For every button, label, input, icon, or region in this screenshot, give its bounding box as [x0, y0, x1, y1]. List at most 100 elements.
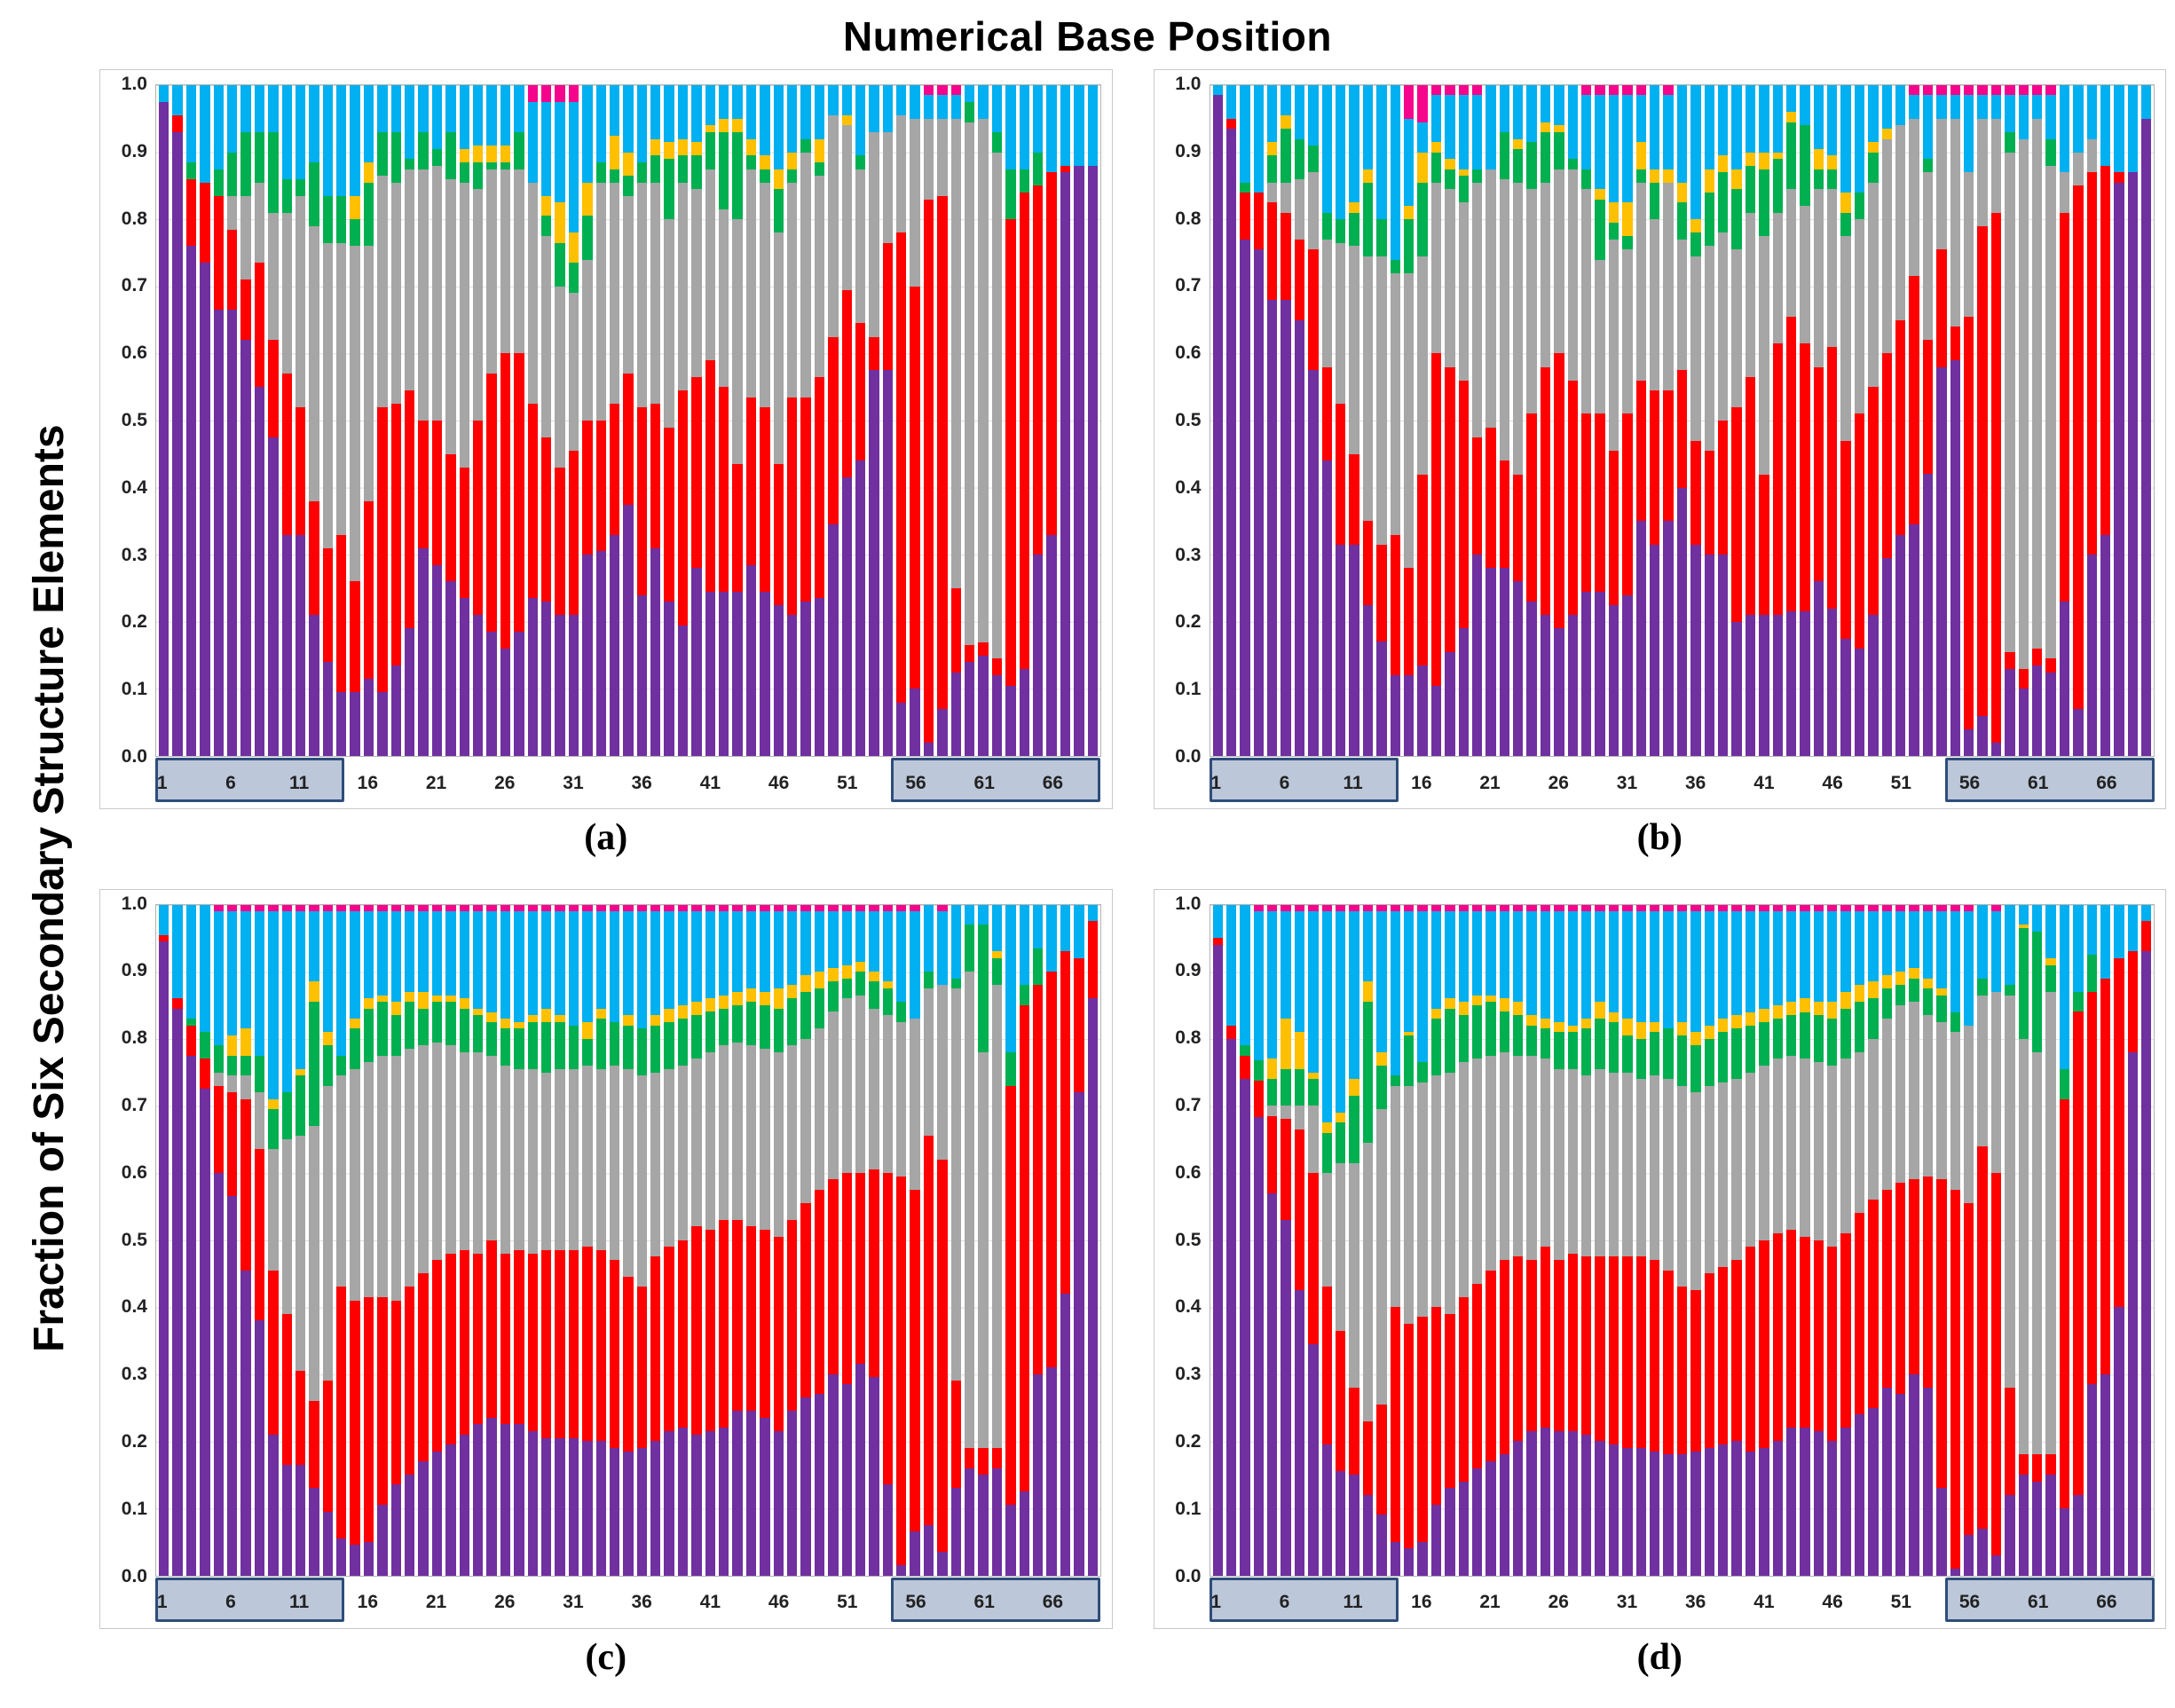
green-element-segment — [1635, 1038, 1646, 1080]
stacked-bar — [609, 85, 620, 756]
gray-element-segment — [568, 293, 579, 452]
stacked-bar — [1881, 904, 1893, 1576]
green-element-segment — [1827, 169, 1838, 190]
cyan-element-segment — [1868, 911, 1879, 982]
gray-element-segment — [1840, 236, 1851, 441]
green-element-segment — [745, 1002, 757, 1046]
yellow-element-segment — [350, 1019, 360, 1029]
stacked-bar — [2045, 85, 2056, 756]
x-tick-label: 61 — [973, 772, 995, 793]
magenta-element-segment — [1445, 904, 1455, 912]
y-tick-label: 0.1 — [121, 679, 147, 700]
magenta-element-segment — [418, 904, 429, 912]
purple-element-segment — [2100, 534, 2111, 756]
x-tick-label: 51 — [837, 1592, 858, 1613]
green-element-segment — [1854, 1002, 1865, 1052]
panel-cell-d: 1.0 0.9 0.8 0.7 0.6 0.5 0.4 0.3 0.2 0.1 0.0 1 6 11 16… — [1153, 888, 2166, 1708]
gray-element-segment — [719, 1045, 729, 1220]
x-tick-label: 21 — [1479, 772, 1501, 793]
purple-element-segment — [377, 1505, 388, 1576]
stacked-bar — [1690, 904, 1701, 1576]
stacked-bar — [514, 904, 524, 1576]
x-tick-label: 1 — [1210, 772, 1222, 793]
green-element-segment — [322, 195, 334, 243]
magenta-element-segment — [1513, 904, 1524, 912]
gray-element-segment — [1895, 125, 1906, 320]
yellow-element-segment — [745, 138, 757, 156]
red-element-segment — [527, 1253, 538, 1431]
yellow-element-segment — [309, 981, 319, 1003]
cyan-element-segment — [664, 85, 674, 143]
red-element-segment — [950, 588, 962, 673]
stacked-bar — [295, 85, 306, 756]
cyan-element-segment — [336, 911, 347, 1056]
green-element-segment — [1650, 182, 1660, 220]
green-element-segment — [1321, 1132, 1333, 1173]
red-element-segment — [1717, 421, 1729, 555]
purple-element-segment — [1033, 555, 1044, 756]
yellow-element-segment — [623, 1015, 634, 1026]
purple-element-segment — [991, 675, 1003, 756]
red-element-segment — [390, 404, 402, 665]
purple-element-segment — [1074, 1092, 1084, 1576]
x-tick-label: 36 — [1685, 772, 1706, 793]
red-element-segment — [1895, 319, 1906, 535]
x-tick-label: 21 — [425, 1592, 447, 1613]
stacked-bar — [2045, 904, 2056, 1576]
gray-element-segment — [923, 988, 934, 1137]
stacked-bar — [1267, 904, 1278, 1576]
green-element-segment — [1513, 148, 1524, 183]
gray-element-segment — [1281, 1106, 1291, 1120]
x-tick-label: 51 — [837, 772, 858, 793]
red-element-segment — [514, 1249, 524, 1425]
gray-element-segment — [1485, 1055, 1496, 1271]
gray-element-segment — [527, 1068, 538, 1254]
red-element-segment — [855, 323, 866, 461]
gray-element-segment — [732, 219, 743, 465]
purple-element-segment — [418, 1460, 429, 1576]
green-element-segment — [472, 1015, 484, 1052]
red-element-segment — [1690, 440, 1701, 545]
cyan-element-segment — [555, 911, 565, 1016]
magenta-element-segment — [1772, 904, 1783, 912]
yellow-element-segment — [719, 118, 729, 132]
red-element-segment — [1349, 453, 1359, 545]
stacked-bar — [1635, 904, 1646, 1576]
purple-element-segment — [336, 692, 347, 756]
red-element-segment — [1595, 1256, 1605, 1442]
stacked-bar — [1595, 85, 1605, 756]
stacked-bar — [1308, 904, 1319, 1576]
stacked-bar — [213, 904, 224, 1576]
cyan-element-segment — [2005, 904, 2015, 986]
stacked-bar — [1868, 85, 1879, 756]
gray-element-segment — [1717, 232, 1729, 421]
purple-element-segment — [786, 1411, 798, 1576]
purple-element-segment — [650, 1441, 661, 1576]
stacked-bar — [677, 904, 689, 1576]
gray-element-segment — [869, 1008, 879, 1170]
purple-element-segment — [1253, 249, 1265, 756]
purple-element-segment — [896, 702, 907, 756]
cyan-element-segment — [773, 85, 784, 169]
green-element-segment — [760, 1004, 770, 1050]
stacked-bar — [1990, 85, 2002, 756]
red-element-segment — [431, 421, 443, 565]
purple-element-segment — [1513, 581, 1524, 756]
red-element-segment — [1690, 1290, 1701, 1452]
red-element-segment — [445, 1253, 456, 1445]
cyan-element-segment — [896, 911, 907, 1003]
yellow-element-segment — [1650, 169, 1660, 183]
gray-element-segment — [745, 1045, 757, 1227]
green-element-segment — [2073, 991, 2084, 1012]
gray-element-segment — [1936, 118, 1947, 250]
y-tick-label: 0.6 — [1175, 342, 1202, 364]
cyan-element-segment — [1950, 911, 1960, 1012]
y-tick-label: 0.3 — [121, 1364, 147, 1385]
green-element-segment — [1704, 192, 1714, 247]
purple-element-segment — [1485, 1460, 1496, 1576]
cyan-element-segment — [1212, 85, 1223, 96]
yellow-element-segment — [1731, 169, 1742, 190]
purple-element-segment — [1813, 1430, 1824, 1576]
stacked-bar — [636, 85, 648, 756]
green-element-segment — [336, 195, 347, 243]
